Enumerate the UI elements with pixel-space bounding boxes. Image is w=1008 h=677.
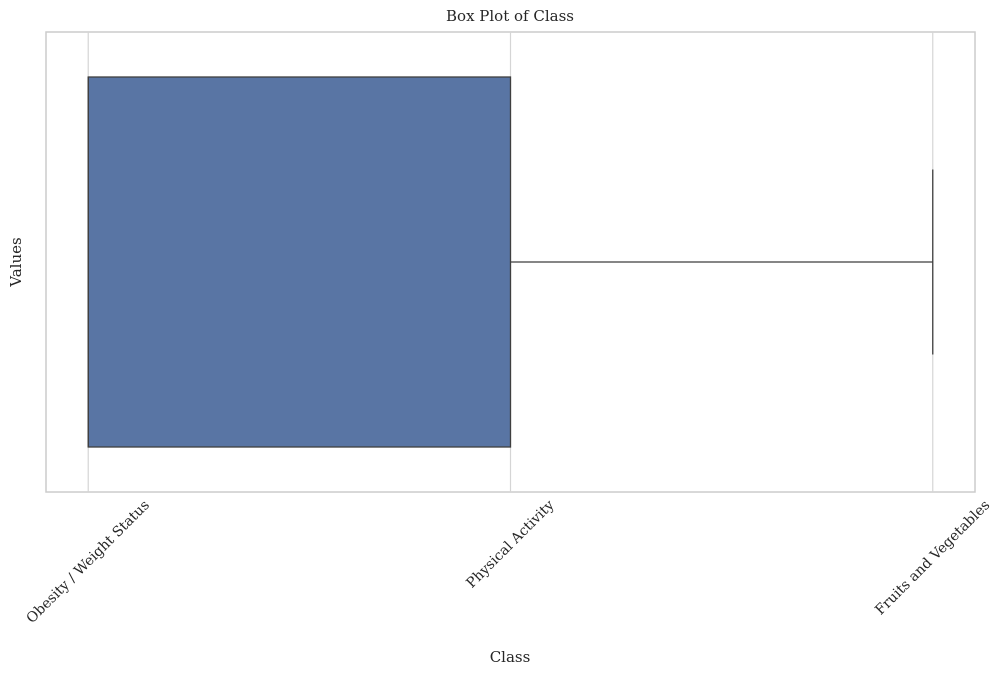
box [87,76,512,448]
x-tick-label: Physical Activity [463,497,557,591]
chart-title: Box Plot of Class [446,7,574,25]
y-axis-label: Values [7,237,25,287]
x-axis-label: Class [490,648,531,666]
x-tick-label: Obesity / Weight Status [24,497,153,626]
x-tick-label: Fruits and Vegetables [872,497,993,618]
